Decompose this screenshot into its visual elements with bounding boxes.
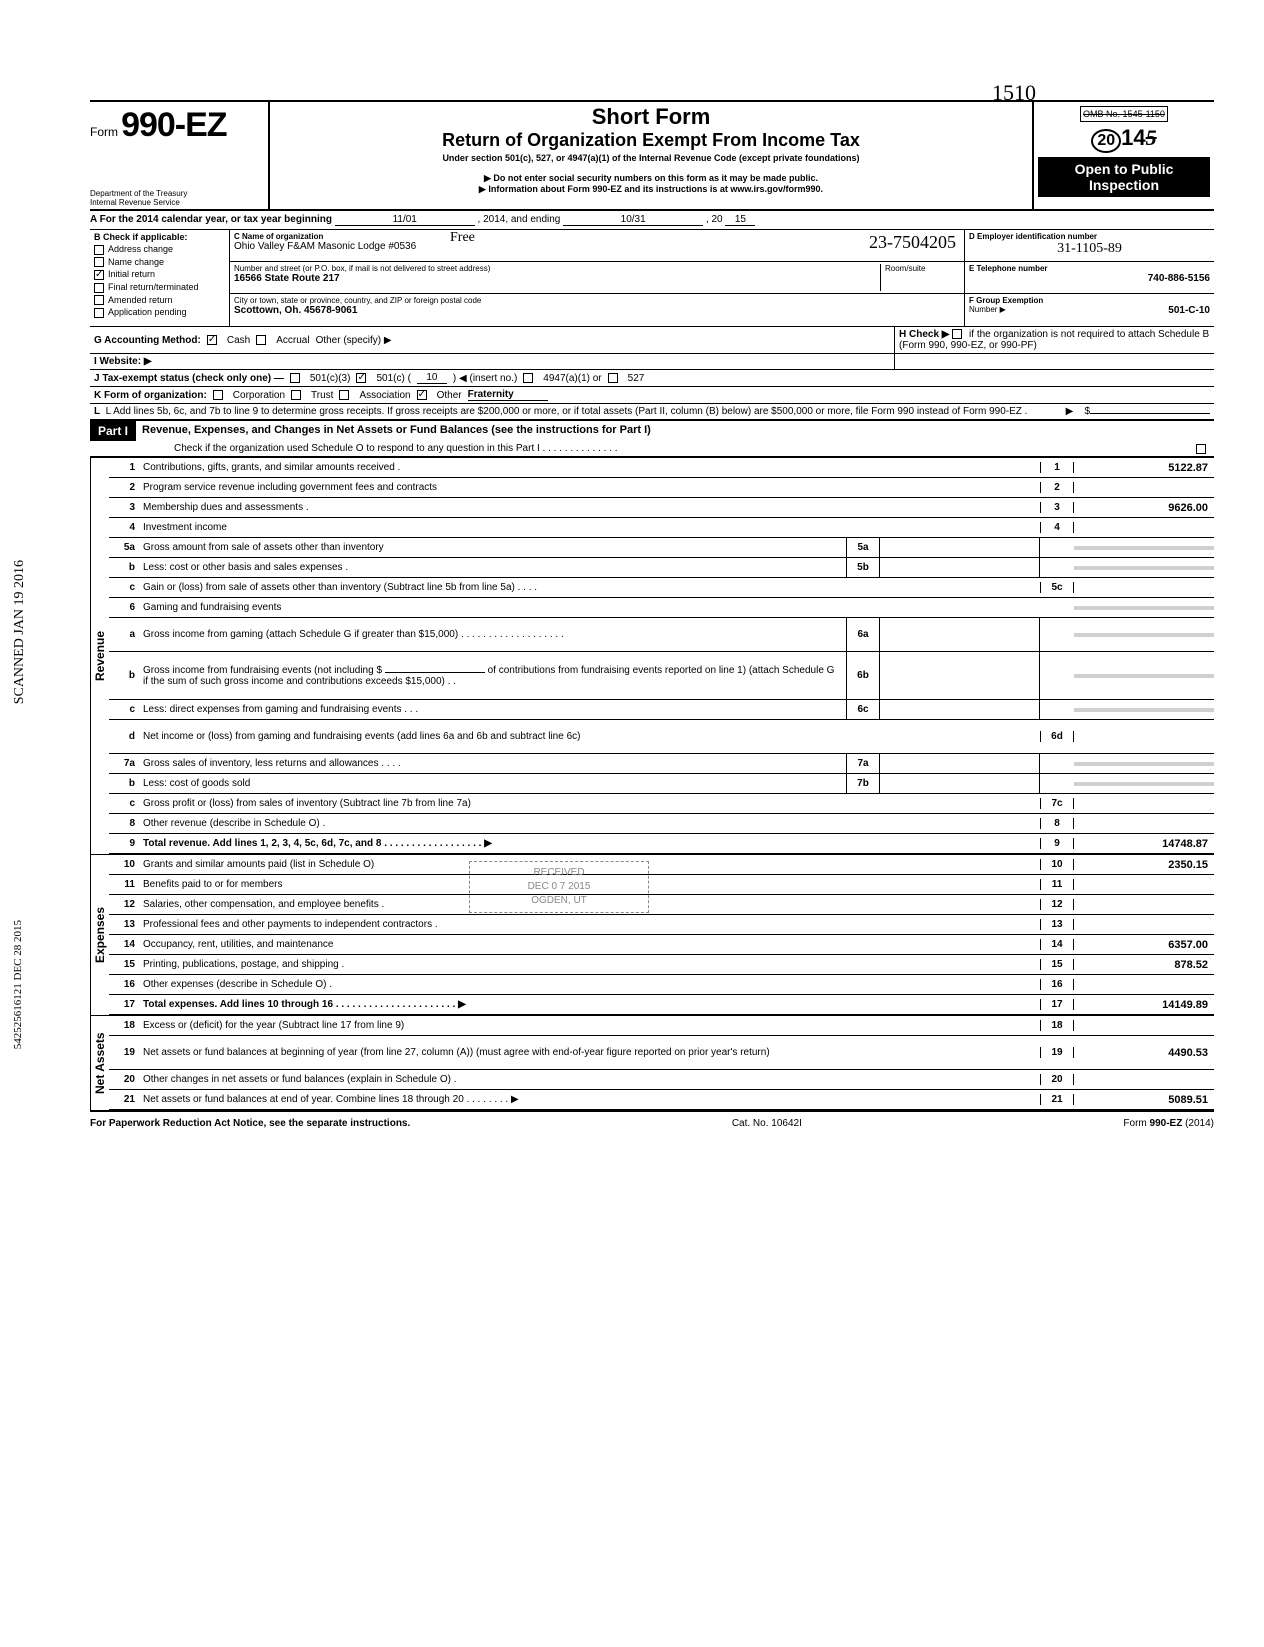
top-handwrite: 1510 — [992, 80, 1036, 106]
col-def: D Employer identification number 31-1105… — [964, 230, 1214, 326]
col-c: C Name of organization Free 23-7504205 O… — [230, 230, 964, 326]
dept: Department of the Treasury — [90, 189, 262, 198]
part1-checkline: Check if the organization used Schedule … — [90, 441, 1214, 457]
row-k: K Form of organization: Corporation Trus… — [90, 387, 1214, 404]
row-h: H Check ▶ if the organization is not req… — [894, 327, 1214, 353]
scan-stamp-2: 542525616121 DEC 28 2015 — [12, 920, 24, 1049]
section-bcdef: B Check if applicable: Address changeNam… — [90, 230, 1214, 327]
street: 16566 State Route 217 — [234, 273, 880, 284]
subtitle: Under section 501(c), 527, or 4947(a)(1)… — [278, 153, 1024, 163]
phone: 740-886-5156 — [969, 273, 1210, 284]
b-checkbox-4[interactable] — [94, 295, 104, 305]
warn1: ▶ Do not enter social security numbers o… — [278, 173, 1024, 184]
page-footer: For Paperwork Reduction Act Notice, see … — [90, 1112, 1214, 1129]
form-number: 990-EZ — [121, 106, 227, 144]
row-i: I Website: ▶ — [90, 354, 894, 370]
b-checkbox-5[interactable] — [94, 308, 104, 318]
k-other-checkbox[interactable] — [417, 390, 427, 400]
b-checkbox-3[interactable] — [94, 283, 104, 293]
part1-schedule-o-checkbox[interactable] — [1196, 444, 1206, 454]
j-527-checkbox[interactable] — [608, 373, 618, 383]
open-public: Open to Public Inspection — [1038, 157, 1210, 197]
b-checkbox-1[interactable] — [94, 257, 104, 267]
netassets-section: Net Assets 18Excess or (deficit) for the… — [90, 1015, 1214, 1112]
group-exemption: 501-C-10 — [1168, 305, 1210, 316]
org-name: Ohio Valley F&AM Masonic Lodge #0536 — [234, 241, 960, 252]
cash-checkbox[interactable] — [207, 335, 217, 345]
irs-label: Internal Revenue Service — [90, 198, 262, 207]
revenue-section: Revenue 1Contributions, gifts, grants, a… — [90, 457, 1214, 854]
row-j: J Tax-exempt status (check only one) — 5… — [90, 370, 1214, 387]
hand-ein-scrawl: 23-7504205 — [869, 232, 956, 253]
form-prefix: Form — [90, 125, 118, 139]
title-short: Short Form — [278, 104, 1024, 130]
j-4947-checkbox[interactable] — [523, 373, 533, 383]
omb: OMB No. 1545-1150 — [1080, 106, 1168, 122]
scan-stamp-1: SCANNED JAN 19 2016 — [12, 560, 28, 704]
form-header: Form 990-EZ Department of the Treasury I… — [90, 100, 1214, 211]
k-trust-checkbox[interactable] — [291, 390, 301, 400]
top-marks — [90, 60, 1214, 100]
accrual-checkbox[interactable] — [256, 335, 266, 345]
row-l: L L Add lines 5b, 6c, and 7b to line 9 t… — [90, 404, 1214, 420]
row-a: A For the 2014 calendar year, or tax yea… — [90, 211, 1214, 230]
j-501c3-checkbox[interactable] — [290, 373, 300, 383]
b-checkbox-0[interactable] — [94, 245, 104, 255]
row-g: G Accounting Method: Cash Accrual Other … — [90, 327, 894, 353]
k-corp-checkbox[interactable] — [213, 390, 223, 400]
ein: 31-1105-89 — [969, 241, 1210, 257]
city: Scottown, Oh. 45678-9061 — [234, 305, 960, 316]
h-checkbox[interactable] — [952, 329, 962, 339]
part1-header: Part I Revenue, Expenses, and Changes in… — [90, 420, 1214, 441]
received-stamp: RECEIVED DEC 0 7 2015 OGDEN, UT — [469, 861, 649, 913]
j-501c-checkbox[interactable] — [356, 373, 366, 383]
warn2: ▶ Information about Form 990-EZ and its … — [278, 184, 1024, 195]
b-checkbox-2[interactable] — [94, 270, 104, 280]
tax-year: 20145 — [1038, 125, 1210, 153]
col-b: B Check if applicable: Address changeNam… — [90, 230, 230, 326]
hand-free: Free — [450, 230, 475, 246]
expenses-section: Expenses RECEIVED DEC 0 7 2015 OGDEN, UT… — [90, 854, 1214, 1015]
title-main: Return of Organization Exempt From Incom… — [278, 130, 1024, 151]
k-assoc-checkbox[interactable] — [339, 390, 349, 400]
